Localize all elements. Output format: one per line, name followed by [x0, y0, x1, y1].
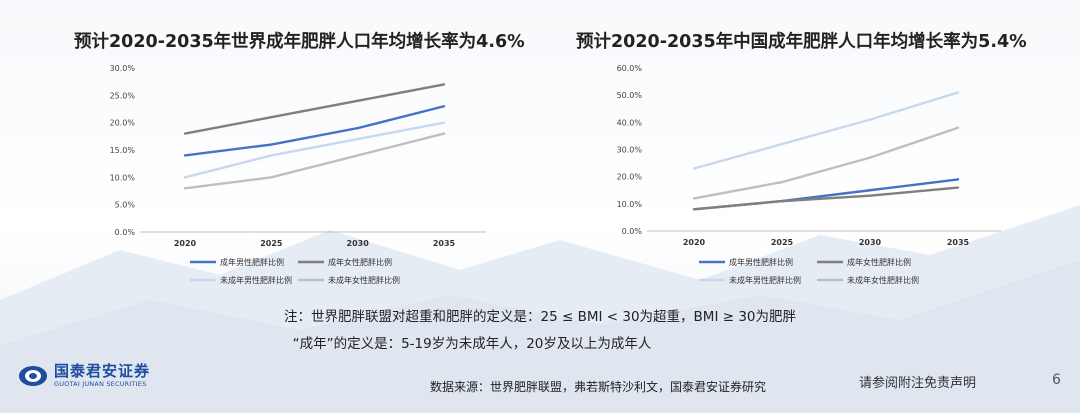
series-line [184, 121, 445, 179]
y-tick-label: 50.0% [617, 91, 643, 100]
data-point [956, 178, 960, 181]
legend-label: 成年男性肥胖比例 [729, 257, 793, 267]
right-line-chart: 0.0% 10.0% 20.0% 30.0% 40.0% 50.0% 60.0% 2020 20… [617, 64, 1001, 285]
left-chart-title: 预计2020-2035年世界成年肥胖人口年均增长率为4.6% [74, 32, 525, 52]
data-point [356, 154, 359, 157]
x-tick-label: 2030 [347, 239, 370, 248]
series-line [693, 126, 959, 200]
logo-english-name: GUOTAI JUNAN SECURITIES [54, 380, 147, 388]
left-line-chart: 0.0% 5.0% 10.0% 15.0% 20.0% 25.0% 30.0% 2020 202… [110, 64, 486, 285]
series-line [693, 186, 959, 211]
y-tick-label: 10.0% [617, 200, 643, 209]
y-tick-label: 40.0% [617, 118, 643, 127]
y-tick-label: 60.0% [617, 64, 643, 73]
series-line [184, 105, 445, 157]
y-tick-label: 0.0% [115, 228, 136, 237]
x-tick-label: 2035 [433, 239, 456, 248]
logo-chinese-name: 国泰君安证券 [54, 362, 151, 380]
data-point [868, 156, 872, 159]
data-point [868, 194, 872, 197]
data-source: 数据来源：世界肥胖联盟，弗若斯特沙利文，国泰君安证券研究 [430, 380, 767, 394]
data-point [956, 186, 960, 189]
x-tick-label: 2020 [174, 239, 197, 248]
note-bmi-definition: 注：世界肥胖联盟对超重和肥胖的定义是：25 ≤ BMI < 30为超重，BMI … [284, 309, 796, 325]
data-point [692, 208, 696, 211]
data-point [183, 132, 187, 135]
x-tick-label: 2030 [859, 238, 882, 247]
data-point [356, 99, 359, 102]
x-tick-label: 2035 [947, 238, 970, 247]
data-point [956, 126, 960, 129]
legend-label: 未成年女性肥胖比例 [847, 275, 919, 285]
data-point [956, 91, 960, 94]
series-line [693, 91, 959, 170]
legend-label: 成年女性肥胖比例 [847, 257, 911, 267]
y-tick-label: 0.0% [622, 227, 643, 236]
data-point [183, 154, 187, 157]
data-point [442, 132, 446, 135]
legend-label: 未成年男性肥胖比例 [729, 275, 801, 285]
data-point [442, 121, 446, 124]
y-tick-label: 30.0% [617, 146, 643, 155]
data-point [442, 83, 446, 86]
data-point [780, 180, 784, 184]
legend-label: 成年男性肥胖比例 [220, 257, 284, 267]
y-tick-label: 30.0% [110, 64, 136, 73]
x-tick-label: 2025 [260, 239, 283, 248]
y-tick-label: 15.0% [110, 146, 136, 155]
data-point [868, 189, 872, 192]
data-point [780, 142, 784, 146]
data-point [183, 187, 187, 190]
x-tick-label: 2020 [683, 238, 706, 247]
right-chart-title: 预计2020-2035年中国成年肥胖人口年均增长率为5.4% [576, 32, 1027, 52]
data-point [780, 199, 784, 203]
series-line [184, 132, 445, 190]
legend-label: 成年女性肥胖比例 [328, 257, 392, 267]
data-point [183, 176, 187, 179]
legend-label: 未成年女性肥胖比例 [328, 275, 400, 285]
data-point [270, 154, 273, 157]
disclaimer-link[interactable]: 请参阅附注免责声明 [859, 376, 977, 391]
series-line [184, 83, 445, 135]
data-point [270, 143, 273, 146]
data-point [356, 126, 359, 130]
data-point [442, 105, 446, 108]
data-point [692, 197, 696, 200]
x-tick-label: 2025 [771, 238, 794, 247]
y-tick-label: 10.0% [110, 173, 136, 182]
data-point [270, 176, 273, 179]
data-point [868, 118, 872, 121]
y-tick-label: 20.0% [617, 173, 643, 182]
data-point [270, 116, 273, 119]
legend-label: 未成年男性肥胖比例 [220, 275, 292, 285]
note-adult-definition: “成年”的定义是：5-19岁为未成年人，20岁及以上为成年人 [292, 336, 652, 352]
logo-icon [19, 365, 47, 386]
company-logo: 国泰君安证券 GUOTAI JUNAN SECURITIES [18, 364, 150, 388]
y-tick-label: 25.0% [110, 91, 136, 100]
y-tick-label: 20.0% [110, 119, 136, 128]
y-tick-label: 5.0% [115, 201, 136, 210]
data-point [692, 167, 696, 170]
page-number: 6 [1052, 372, 1061, 388]
data-point [356, 137, 359, 141]
